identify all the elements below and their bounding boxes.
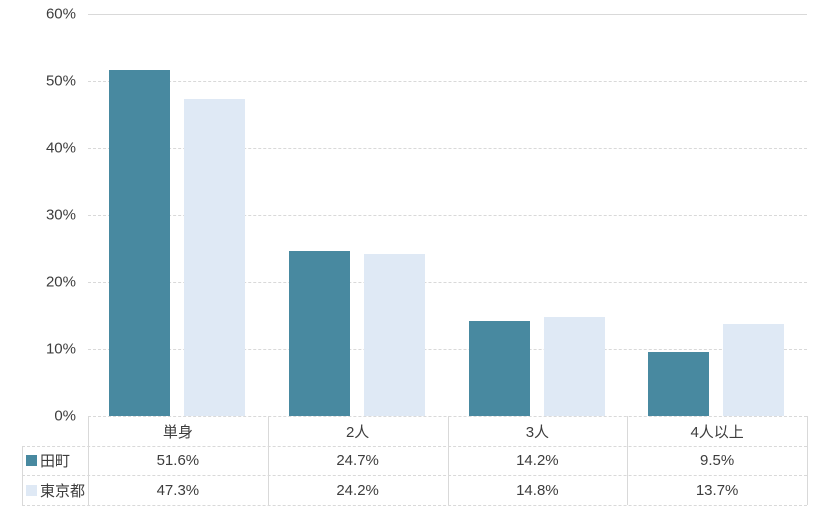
gridline: [88, 282, 807, 283]
bar-tamachi-single: [109, 70, 170, 416]
value-cell-tokyo-single: 47.3%: [156, 481, 200, 499]
category-header-cell-2person: 2人: [345, 423, 370, 441]
legend-cell-tokyo: 東京都: [22, 475, 88, 505]
table-horizontal-border: [22, 475, 807, 476]
y-axis-label: 20%: [45, 273, 76, 291]
y-axis-label: 40%: [45, 139, 76, 157]
table-horizontal-border: [22, 446, 807, 447]
value-cell-tamachi-single: 51.6%: [156, 452, 200, 469]
bar-tamachi-4plus: [648, 352, 710, 416]
category-header-cell-single: 単身: [162, 423, 193, 441]
value-cell-tokyo-2person: 24.2%: [336, 481, 379, 499]
table-vertical-border: [627, 416, 629, 505]
gridline: [88, 148, 807, 149]
legend-swatch-icon: [26, 455, 37, 466]
legend-cell-tamachi: 田町: [22, 446, 88, 475]
table-vertical-border: [447, 416, 449, 505]
bar-tokyo-single: [184, 99, 245, 416]
gridline: [88, 14, 807, 15]
value-cell-tamachi-4plus: 9.5%: [700, 452, 735, 469]
y-axis-label: 60%: [45, 5, 76, 23]
table-vertical-border: [88, 416, 89, 505]
value-cell-tamachi-2person: 24.7%: [336, 452, 379, 469]
table-vertical-border: [22, 446, 23, 505]
series-name: 田町: [40, 453, 71, 470]
category-header-cell-3person: 3人: [525, 423, 550, 441]
bar-tokyo-2person: [363, 253, 425, 416]
table-vertical-border: [267, 416, 269, 505]
bar-tokyo-3person: [543, 316, 605, 416]
bar-tamachi-2person: [288, 250, 350, 416]
y-axis-label: 0%: [54, 407, 76, 425]
table-horizontal-border: [22, 505, 807, 506]
category-header-cell-4plus: 4人以上: [690, 423, 744, 441]
table-vertical-border: [807, 416, 808, 505]
bar-tokyo-4plus: [723, 324, 785, 416]
y-axis-label: 10%: [45, 340, 76, 358]
value-cell-tokyo-3person: 14.8%: [516, 481, 559, 499]
gridline: [88, 81, 807, 82]
y-axis-label: 30%: [45, 206, 76, 224]
legend-swatch-icon: [26, 484, 37, 496]
gridline: [88, 349, 807, 350]
value-cell-tokyo-4plus: 13.7%: [695, 481, 739, 499]
gridline: [88, 215, 807, 216]
bar-tamachi-3person: [468, 320, 530, 416]
value-cell-tamachi-3person: 14.2%: [516, 452, 559, 469]
series-name: 東京都: [40, 482, 86, 500]
y-axis-label: 50%: [45, 72, 76, 90]
